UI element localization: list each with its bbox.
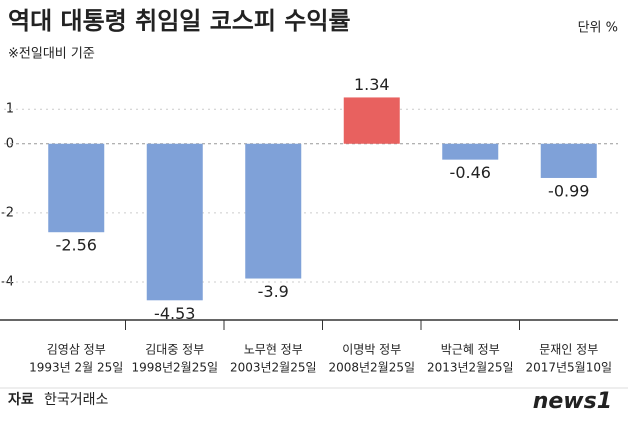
value-label: -3.9	[258, 282, 289, 301]
x-date-label: 2013년2월25일	[427, 361, 514, 375]
x-date-label: 2017년5월10일	[525, 361, 612, 375]
value-label: 1.34	[354, 75, 390, 94]
x-tick-label: 문재인 정부	[539, 343, 598, 357]
x-date-label: 2008년2월25일	[328, 361, 415, 375]
x-tick-label: 박근혜 정부	[441, 343, 500, 357]
bar	[343, 97, 400, 144]
x-date-label: 1993년 2월 25일	[29, 361, 123, 375]
x-tick-label: 노무현 정부	[244, 343, 303, 357]
x-date-label: 2003년2월25일	[230, 361, 317, 375]
logo: news1	[533, 389, 612, 414]
bar	[245, 143, 302, 279]
value-label: -2.56	[56, 236, 97, 255]
chart-title: 역대 대통령 취임일 코스피 수익률	[8, 7, 351, 35]
bar	[146, 143, 203, 301]
value-label: -4.53	[154, 304, 195, 323]
unit: 단위 %	[578, 21, 618, 36]
bar	[48, 143, 105, 233]
x-tick-label: 이명박 정부	[342, 343, 401, 357]
y-tick-label: 0	[6, 136, 14, 151]
source-label: 자료	[8, 392, 34, 408]
y-tick-label: 1	[6, 102, 14, 117]
x-tick-label: 김대중 정부	[145, 343, 204, 357]
bar	[442, 143, 499, 160]
x-tick-label: 김영삼 정부	[47, 343, 106, 357]
value-label: -0.99	[548, 181, 589, 200]
y-tick-label: -4	[1, 274, 14, 289]
source: 한국거래소	[44, 392, 109, 408]
subtitle: ※전일대비 기준	[8, 47, 95, 62]
bar	[540, 143, 597, 178]
y-tick-label: -2	[1, 205, 14, 220]
x-date-label: 1998년2월25일	[131, 361, 218, 375]
value-label: -0.46	[450, 163, 491, 182]
